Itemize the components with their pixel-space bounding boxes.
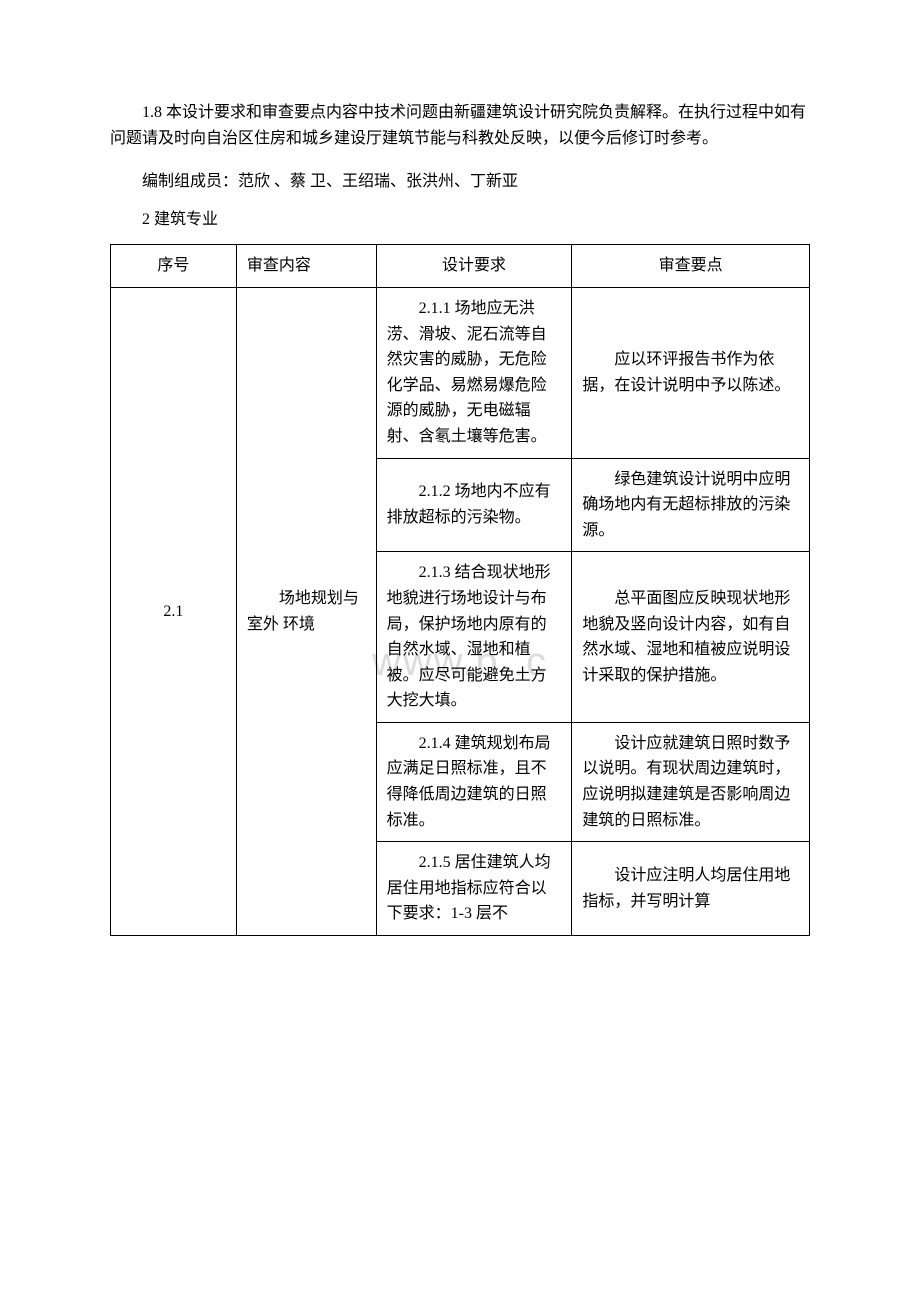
points-text: 应以环评报告书作为依据，在设计说明中予以陈述。 xyxy=(582,347,799,398)
header-seq: 序号 xyxy=(111,245,237,288)
review-table: 序号 审查内容 设计要求 审查要点 2.1 场地规划与室外 环境 2.1.1 场… xyxy=(110,244,810,936)
cell-requirement: 2.1.3 结合现状地形地貌进行场地设计与布局，保护场地内原有的自然水域、湿地和… xyxy=(376,552,572,723)
section-content-text: 场地规划与室外 环境 xyxy=(247,586,366,637)
cell-points: 总平面图应反映现状地形地貌及竖向设计内容，如有自然水域、湿地和植被应说明设计采取… xyxy=(572,552,810,723)
table-header-row: 序号 审查内容 设计要求 审查要点 xyxy=(111,245,810,288)
cell-points: 绿色建筑设计说明中应明确场地内有无超标排放的污染源。 xyxy=(572,458,810,552)
header-points: 审查要点 xyxy=(572,245,810,288)
points-text: 绿色建筑设计说明中应明确场地内有无超标排放的污染源。 xyxy=(582,467,799,544)
cell-section-content: 场地规划与室外 环境 xyxy=(236,287,376,935)
requirement-text: 2.1.3 结合现状地形地貌进行场地设计与布局，保护场地内原有的自然水域、湿地和… xyxy=(387,560,562,714)
cell-points: 应以环评报告书作为依据，在设计说明中予以陈述。 xyxy=(572,287,810,458)
section-heading: 2 建筑专业 xyxy=(110,207,810,233)
cell-requirement: 2.1.2 场地内不应有排放超标的污染物。 xyxy=(376,458,572,552)
requirement-text: 2.1.5 居住建筑人均居住用地指标应符合以下要求：1-3 层不 xyxy=(387,850,562,927)
requirement-text: 2.1.2 场地内不应有排放超标的污染物。 xyxy=(387,479,562,530)
cell-points: 设计应注明人均居住用地指标，并写明计算 xyxy=(572,842,810,936)
header-content: 审查内容 xyxy=(236,245,376,288)
requirement-text: 2.1.1 场地应无洪涝、滑坡、泥石流等自然灾害的威胁，无危险化学品、易燃易爆危… xyxy=(387,296,562,450)
cell-requirement: 2.1.4 建筑规划布局应满足日照标准，且不得降低周边建筑的日照标准。 xyxy=(376,722,572,841)
cell-points: 设计应就建筑日照时数予以说明。有现状周边建筑时，应说明拟建建筑是否影响周边建筑的… xyxy=(572,722,810,841)
points-text: 总平面图应反映现状地形地貌及竖向设计内容，如有自然水域、湿地和植被应说明设计采取… xyxy=(582,586,799,688)
table-row: 2.1 场地规划与室外 环境 2.1.1 场地应无洪涝、滑坡、泥石流等自然灾害的… xyxy=(111,287,810,458)
intro-paragraph: 1.8 本设计要求和审查要点内容中技术问题由新疆建筑设计研究院负责解释。在执行过… xyxy=(110,100,810,151)
cell-requirement: 2.1.1 场地应无洪涝、滑坡、泥石流等自然灾害的威胁，无危险化学品、易燃易爆危… xyxy=(376,287,572,458)
points-text: 设计应注明人均居住用地指标，并写明计算 xyxy=(582,863,799,914)
header-requirement: 设计要求 xyxy=(376,245,572,288)
cell-section-number: 2.1 xyxy=(111,287,237,935)
cell-requirement: 2.1.5 居住建筑人均居住用地指标应符合以下要求：1-3 层不 xyxy=(376,842,572,936)
editors-line: 编制组成员：范欣 、蔡 卫、王绍瑞、张洪州、丁新亚 xyxy=(110,169,810,195)
requirement-text: 2.1.4 建筑规划布局应满足日照标准，且不得降低周边建筑的日照标准。 xyxy=(387,731,562,833)
points-text: 设计应就建筑日照时数予以说明。有现状周边建筑时，应说明拟建建筑是否影响周边建筑的… xyxy=(582,731,799,833)
